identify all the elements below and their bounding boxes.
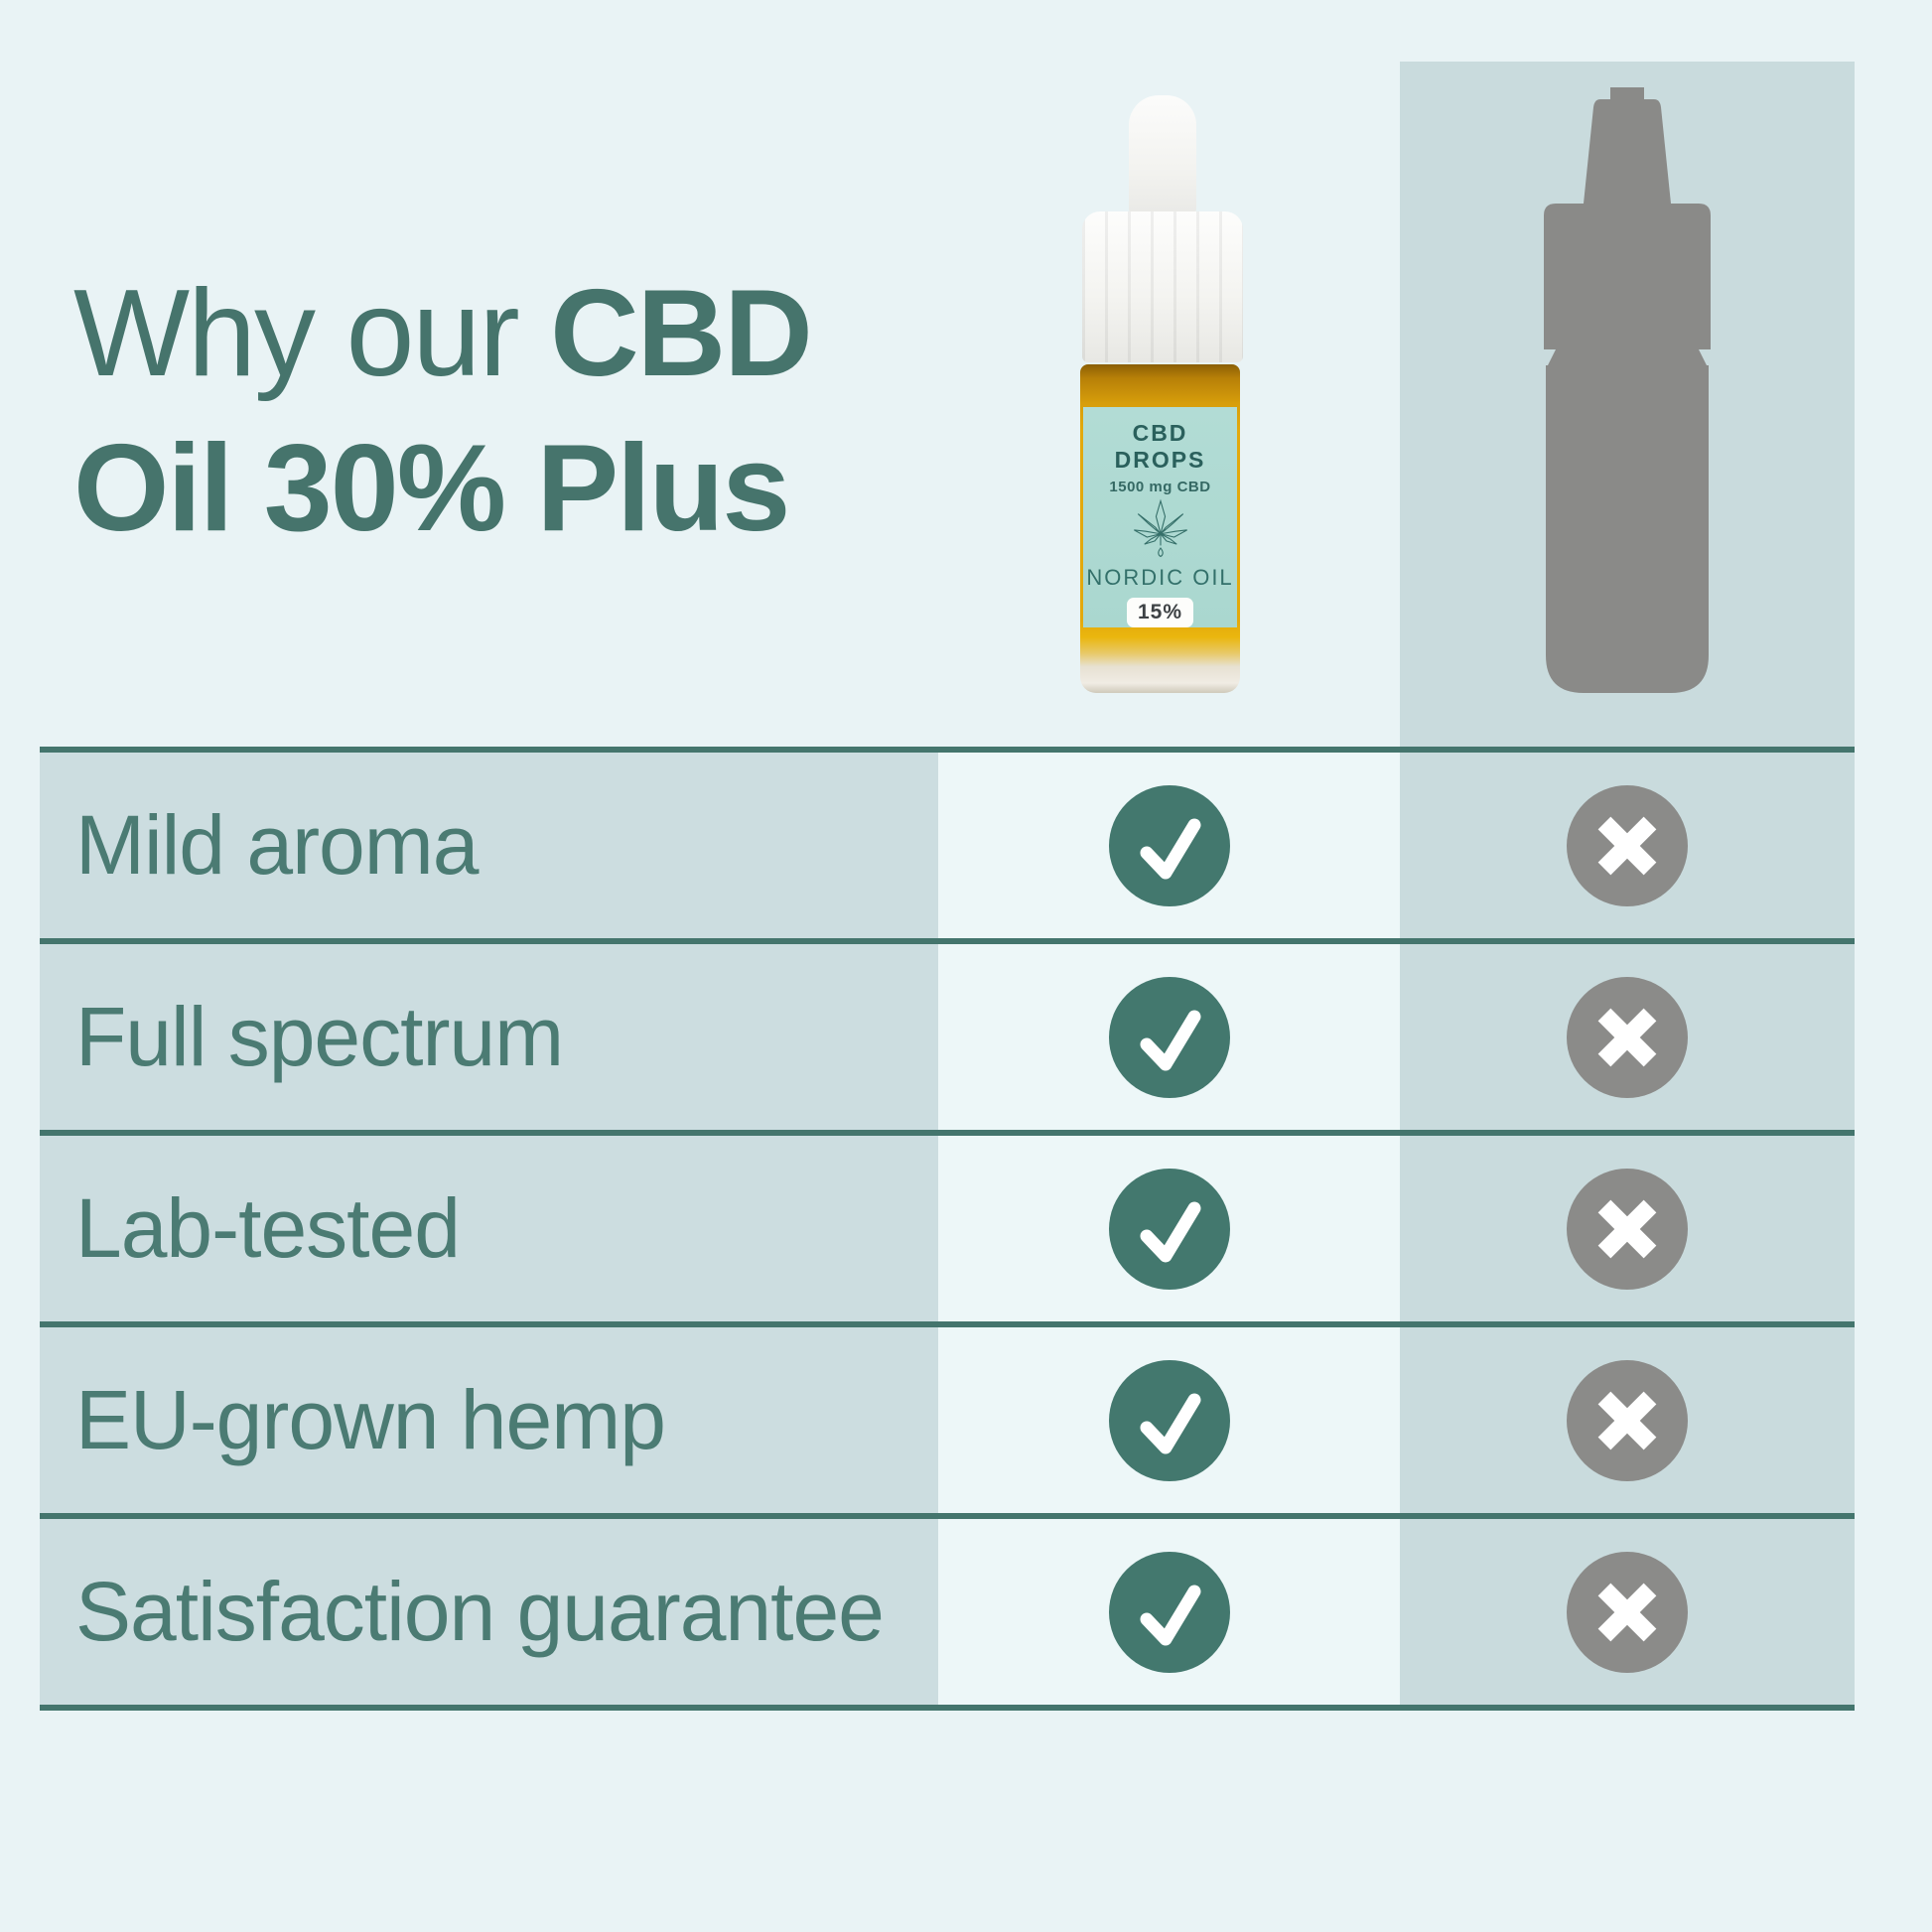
bottle-label-subtitle: 1500 mg CBD	[1109, 479, 1211, 495]
title-line-2: Oil 30% Plus	[73, 420, 790, 557]
check-icon	[1108, 1551, 1230, 1673]
table-row: Mild aroma	[40, 753, 1855, 944]
row-label: Lab-tested	[40, 1136, 938, 1321]
bottle-dropper-cap	[1082, 211, 1243, 362]
product-bottle-image: CBD DROPS 1500 mg CBD NORDIC OIL 15%	[1080, 95, 1245, 693]
title-regular-text: Why our	[73, 265, 551, 402]
competitor-value-cell	[1400, 1136, 1855, 1321]
cross-icon	[1567, 784, 1688, 906]
title-line-1: Why our CBD	[73, 256, 813, 411]
title-bold-text: CBD	[550, 265, 813, 402]
table-row: Satisfaction guarantee	[40, 1519, 1855, 1711]
cross-icon	[1567, 1168, 1688, 1290]
comparison-table: Mild aroma Full spectrum	[40, 747, 1855, 1711]
bottle-label: CBD DROPS 1500 mg CBD NORDIC OIL 15%	[1083, 407, 1237, 627]
hemp-leaf-icon	[1133, 498, 1187, 558]
cross-icon	[1567, 1551, 1688, 1673]
product-value-cell	[938, 1327, 1400, 1513]
table-row: EU-grown hemp	[40, 1327, 1855, 1519]
row-label: Full spectrum	[40, 944, 938, 1130]
competitor-value-cell	[1400, 1327, 1855, 1513]
check-icon	[1108, 976, 1230, 1098]
check-icon	[1108, 1168, 1230, 1290]
bottle-brand-name: NORDIC OIL	[1086, 565, 1234, 590]
product-value-cell	[938, 753, 1400, 938]
check-icon	[1108, 1359, 1230, 1481]
check-icon	[1108, 784, 1230, 906]
bottle-dropper-pipette	[1129, 95, 1196, 216]
table-row: Lab-tested	[40, 1136, 1855, 1327]
row-label: Satisfaction guarantee	[40, 1519, 938, 1705]
competitor-value-cell	[1400, 944, 1855, 1130]
cross-icon	[1567, 976, 1688, 1098]
competitor-column-strip	[1400, 62, 1855, 747]
product-value-cell	[938, 1519, 1400, 1705]
row-label: EU-grown hemp	[40, 1327, 938, 1513]
row-label: Mild aroma	[40, 753, 938, 938]
product-value-cell	[938, 944, 1400, 1130]
bottle-label-title: CBD DROPS	[1114, 420, 1206, 473]
competitor-value-cell	[1400, 1519, 1855, 1705]
table-row: Full spectrum	[40, 944, 1855, 1136]
generic-bottle-silhouette-icon	[1544, 87, 1711, 693]
cross-icon	[1567, 1359, 1688, 1481]
bottle-strength-badge: 15%	[1126, 598, 1194, 627]
competitor-value-cell	[1400, 753, 1855, 938]
page-title: Why our CBD Oil 30% Plus	[73, 256, 813, 566]
product-value-cell	[938, 1136, 1400, 1321]
